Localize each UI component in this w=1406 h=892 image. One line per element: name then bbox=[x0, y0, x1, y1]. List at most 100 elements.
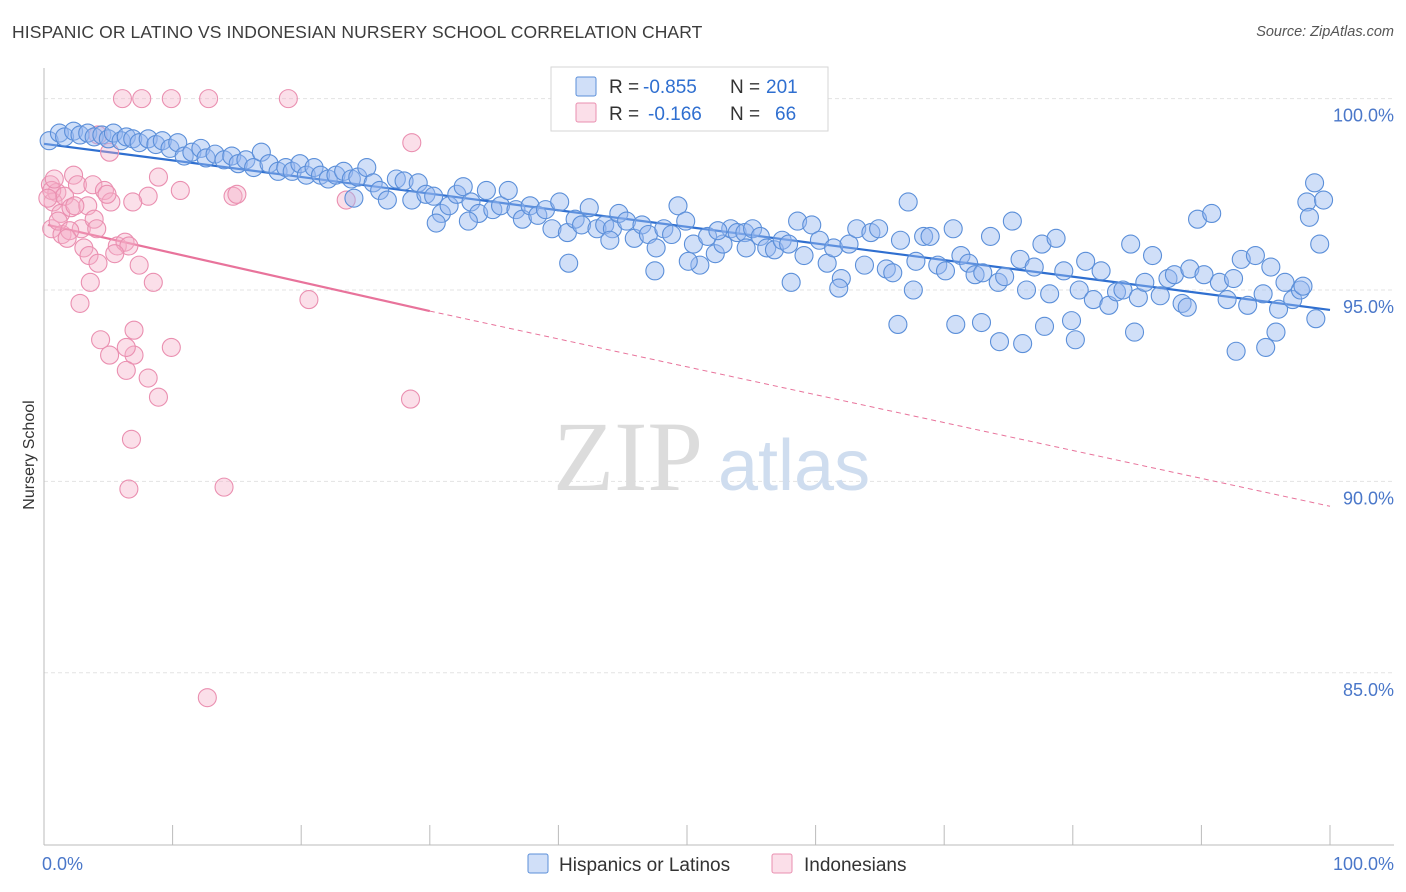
hispanic-point-188 bbox=[1124, 322, 1145, 342]
hispanic-point-125 bbox=[965, 265, 985, 285]
hispanic-point-101 bbox=[788, 211, 808, 231]
legend-n-label-0: N = bbox=[730, 77, 760, 98]
indonesian-point-4 bbox=[278, 89, 298, 109]
hispanic-point-165 bbox=[1261, 257, 1281, 277]
hispanic-point-72 bbox=[571, 215, 592, 235]
hispanic-point-57 bbox=[461, 192, 481, 212]
hispanic-point-47 bbox=[386, 169, 406, 189]
hispanic-point-126 bbox=[973, 263, 993, 283]
hispanic-point-4 bbox=[70, 125, 90, 145]
hispanic-point-190 bbox=[1226, 341, 1246, 361]
y-tick-label-2: 90.0% bbox=[1343, 488, 1394, 508]
hispanic-point-0 bbox=[39, 131, 59, 151]
legend-r-value-1: -0.166 bbox=[648, 104, 702, 125]
watermark-zip: ZIP bbox=[553, 401, 703, 512]
indonesian-point-1 bbox=[132, 89, 152, 109]
hispanic-point-49 bbox=[402, 190, 422, 210]
hispanic-point-162 bbox=[1238, 295, 1258, 315]
hispanic-point-62 bbox=[498, 180, 518, 201]
hispanic-point-144 bbox=[1106, 282, 1127, 302]
hispanic-point-140 bbox=[1076, 251, 1096, 271]
indonesian-point-64 bbox=[97, 184, 117, 204]
indonesian-point-45 bbox=[100, 345, 120, 365]
hispanic-point-149 bbox=[1142, 246, 1163, 266]
hispanic-point-63 bbox=[506, 200, 526, 220]
indonesian-point-6 bbox=[402, 133, 422, 153]
indonesian-point-12 bbox=[67, 175, 87, 195]
hispanic-point-130 bbox=[1002, 211, 1022, 231]
hispanic-point-82 bbox=[646, 238, 666, 258]
hispanic-point-2 bbox=[55, 127, 75, 147]
indonesian-point-44 bbox=[91, 330, 111, 350]
hispanic-point-196 bbox=[600, 230, 620, 250]
hispanic-point-198 bbox=[708, 221, 728, 241]
hispanic-point-103 bbox=[802, 215, 822, 235]
hispanic-point-134 bbox=[1032, 234, 1052, 254]
hispanic-point-100 bbox=[779, 234, 799, 254]
hispanic-point-106 bbox=[824, 238, 844, 258]
hispanic-point-84 bbox=[662, 224, 682, 245]
hispanic-point-158 bbox=[1209, 272, 1229, 292]
hispanic-point-180 bbox=[426, 213, 446, 233]
hispanic-point-189 bbox=[1177, 297, 1197, 317]
hispanic-point-132 bbox=[1016, 280, 1037, 300]
y-tick-label-3: 85.0% bbox=[1343, 680, 1394, 700]
hispanic-point-179 bbox=[903, 280, 923, 300]
hispanic-point-167 bbox=[1275, 272, 1295, 292]
indonesian-point-40 bbox=[143, 272, 163, 292]
hispanic-point-58 bbox=[469, 203, 489, 223]
hispanic-point-178 bbox=[971, 312, 992, 333]
hispanic-point-123 bbox=[951, 246, 971, 266]
hispanic-point-65 bbox=[520, 196, 540, 216]
indonesian-point-63 bbox=[65, 196, 85, 216]
hispanic-point-163 bbox=[1245, 246, 1265, 266]
hispanic-point-90 bbox=[705, 244, 725, 264]
hispanic-point-48 bbox=[394, 171, 414, 191]
hispanic-point-45 bbox=[370, 180, 390, 201]
indonesian-point-62 bbox=[57, 228, 77, 248]
indonesian-point-47 bbox=[124, 345, 144, 365]
hispanic-point-23 bbox=[205, 144, 225, 164]
hispanic-point-112 bbox=[869, 219, 889, 239]
hispanic-point-170 bbox=[1297, 192, 1317, 212]
indonesian-point-25 bbox=[148, 167, 169, 187]
hispanic-point-129 bbox=[995, 267, 1015, 287]
indonesian-point-56 bbox=[214, 477, 234, 497]
chart-title: HISPANIC OR LATINO VS INDONESIAN NURSERY… bbox=[12, 22, 703, 42]
indonesian-point-60 bbox=[60, 221, 80, 241]
hispanic-point-181 bbox=[559, 253, 579, 273]
legend-box: R = -0.855 N = 201 R = -0.166 N = 66 bbox=[550, 66, 829, 132]
hispanic-point-154 bbox=[1180, 259, 1200, 279]
hispanic-point-194 bbox=[344, 188, 364, 208]
hispanic-point-59 bbox=[476, 180, 496, 201]
hispanic-point-78 bbox=[617, 211, 637, 231]
hispanic-point-135 bbox=[1040, 284, 1060, 304]
indonesian-point-46 bbox=[124, 320, 144, 340]
hispanic-point-138 bbox=[1061, 311, 1082, 331]
hispanic-point-108 bbox=[839, 234, 859, 254]
hispanic-point-85 bbox=[668, 196, 688, 216]
legend-swatch-pink bbox=[575, 102, 597, 123]
indonesian-point-41 bbox=[80, 272, 100, 292]
grid-lines bbox=[44, 98, 1394, 674]
hispanic-point-114 bbox=[883, 263, 903, 283]
hispanic-point-35 bbox=[296, 165, 316, 185]
hispanic-point-9 bbox=[103, 123, 123, 143]
legend-n-value-0: 201 bbox=[766, 77, 798, 98]
indonesian-point-2 bbox=[161, 89, 181, 109]
hispanic-point-193 bbox=[1306, 309, 1326, 329]
data-points bbox=[38, 89, 1334, 708]
hispanic-point-117 bbox=[906, 251, 926, 271]
hispanic-point-29 bbox=[251, 142, 271, 162]
hispanic-point-183 bbox=[736, 238, 756, 258]
hispanic-point-52 bbox=[424, 186, 444, 206]
hispanic-point-25 bbox=[222, 146, 242, 166]
hispanic-point-96 bbox=[750, 226, 770, 246]
legend-swatch-blue bbox=[575, 76, 597, 97]
indonesian-point-3 bbox=[199, 89, 219, 109]
hispanic-point-150 bbox=[1150, 286, 1170, 306]
hispanic-point-53 bbox=[431, 203, 451, 223]
hispanic-point-44 bbox=[363, 173, 383, 193]
hispanic-point-77 bbox=[609, 203, 629, 223]
indonesian-point-49 bbox=[116, 337, 136, 357]
